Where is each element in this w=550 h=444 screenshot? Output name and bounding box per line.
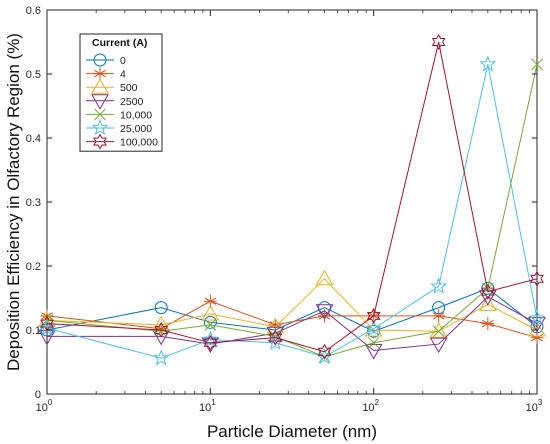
y-tick-label: 0.4 [26, 133, 41, 145]
y-tick-label: 0.3 [26, 197, 41, 209]
legend-label: 500 [120, 82, 138, 94]
series-layer [38, 33, 546, 366]
data-point [478, 295, 497, 311]
data-point [528, 309, 546, 326]
legend-marker [93, 133, 107, 150]
data-point [317, 343, 332, 360]
data-point [40, 315, 54, 332]
data-point [268, 329, 283, 346]
series-line [46, 287, 538, 332]
data-point [365, 319, 383, 336]
data-point [429, 337, 448, 354]
x-tick-label: 103 [526, 398, 543, 414]
legend-item: 25,000 [86, 119, 152, 136]
data-point [480, 283, 495, 300]
series-100000 [40, 33, 544, 360]
series-line [46, 64, 538, 359]
data-point [201, 304, 220, 321]
legend-label: 10,000 [120, 109, 152, 121]
y-tick-label: 0.6 [26, 5, 41, 17]
legend-marker [91, 119, 109, 136]
legend-label: 0 [120, 55, 126, 67]
data-point [481, 317, 495, 331]
data-point [531, 58, 543, 71]
data-point [364, 343, 383, 360]
y-axis-label: Deposition Efficiency in Olfactory Regio… [4, 33, 23, 371]
data-point [431, 33, 446, 51]
data-point [429, 322, 448, 338]
legend-item: 4 [86, 67, 126, 81]
legend-item: 0 [86, 53, 126, 67]
data-point [367, 336, 380, 349]
x-tick-label: 101 [199, 398, 216, 414]
series-line [47, 296, 538, 351]
y-tick-label: 0.5 [26, 69, 41, 81]
data-point [432, 309, 446, 323]
data-point [479, 55, 497, 72]
x-axis-label: Particle Diameter (nm) [207, 422, 377, 441]
data-point [38, 311, 56, 327]
legend-label: 25,000 [120, 123, 152, 135]
legend-marker [91, 94, 109, 110]
legend-marker [91, 78, 109, 94]
data-point [315, 269, 334, 286]
data-point [152, 349, 170, 366]
y-tick-label: 0 [35, 389, 41, 401]
data-point [432, 325, 445, 338]
data-point [203, 334, 218, 351]
series-line [46, 41, 538, 353]
data-point [430, 277, 448, 294]
legend-title: Current (A) [92, 37, 147, 49]
data-point [528, 320, 546, 337]
legend-item: 100,000 [86, 133, 158, 150]
legend-item: 2500 [86, 94, 144, 110]
data-point [530, 270, 544, 287]
legend-marker [94, 108, 106, 121]
data-point [154, 321, 169, 339]
legend-label: 100,000 [120, 137, 158, 149]
data-point [204, 319, 217, 331]
data-point [366, 307, 381, 324]
legend-item: 500 [86, 78, 138, 94]
data-point [367, 324, 381, 338]
data-point [203, 315, 217, 329]
data-point [315, 304, 334, 320]
legend-label: 2500 [120, 96, 144, 108]
legend-label: 4 [120, 69, 126, 81]
data-point [154, 301, 168, 315]
data-point [481, 282, 494, 295]
legend-marker [93, 53, 107, 67]
y-tick-label: 0.1 [26, 325, 41, 337]
legend-box [79, 33, 163, 152]
data-point [155, 325, 168, 338]
series-line [46, 278, 538, 332]
x-tick-label: 102 [362, 398, 379, 414]
y-tick-label: 0.2 [26, 261, 41, 273]
legend-item: 10,000 [86, 108, 152, 121]
legend-marker [93, 67, 107, 81]
